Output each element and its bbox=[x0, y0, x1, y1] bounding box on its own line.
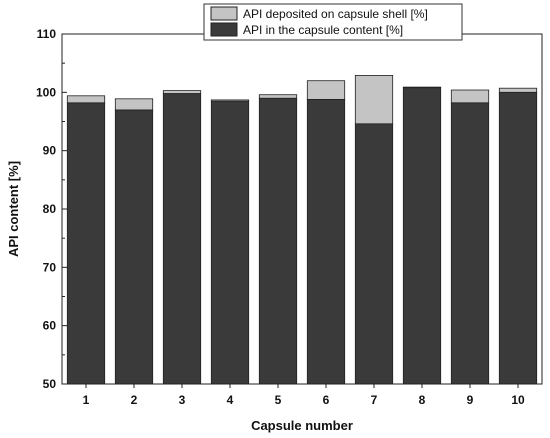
bar-capsule-8-shell bbox=[402, 86, 442, 89]
bar-capsule-9-shell bbox=[450, 89, 490, 104]
y-tick-label: 90 bbox=[43, 144, 57, 158]
y-tick-label: 80 bbox=[43, 202, 57, 216]
bars-layer bbox=[66, 75, 538, 385]
x-tick-label: 3 bbox=[179, 393, 186, 407]
bar-capsule-2-content bbox=[114, 109, 154, 385]
bar-capsule-6-shell bbox=[306, 80, 346, 100]
bar-capsule-4-content bbox=[210, 100, 250, 385]
bar-capsule-7-shell bbox=[354, 75, 394, 125]
y-tick-label: 70 bbox=[43, 260, 57, 274]
bar-capsule-6-content bbox=[306, 98, 346, 385]
y-tick-label: 100 bbox=[36, 85, 56, 99]
bar-capsule-2-shell bbox=[114, 98, 154, 111]
bar-capsule-3-shell bbox=[162, 90, 202, 94]
y-axis-title: API content [%] bbox=[6, 161, 21, 257]
bar-capsule-10-shell bbox=[498, 87, 538, 93]
x-tick-label: 5 bbox=[275, 393, 282, 407]
y-tick-label: 60 bbox=[43, 319, 57, 333]
x-tick-label: 4 bbox=[227, 393, 234, 407]
legend-swatch-content bbox=[210, 22, 238, 37]
legend-label-shell: API deposited on capsule shell [%] bbox=[243, 7, 428, 21]
x-tick-label: 6 bbox=[323, 393, 330, 407]
bar-capsule-4-shell bbox=[210, 99, 250, 102]
x-tick-label: 8 bbox=[419, 393, 426, 407]
x-tick-label: 1 bbox=[83, 393, 90, 407]
bar-capsule-8-content bbox=[402, 87, 442, 385]
x-axis: 1 2 3 4 5 6 7 8 9 10 bbox=[83, 384, 525, 407]
bar-capsule-9-content bbox=[450, 102, 490, 385]
bar-capsule-7-content bbox=[354, 123, 394, 385]
x-tick-label: 2 bbox=[131, 393, 138, 407]
bar-capsule-5-shell bbox=[258, 94, 298, 99]
x-tick-label: 10 bbox=[511, 393, 525, 407]
legend-swatch-shell bbox=[210, 6, 238, 21]
x-axis-title: Capsule number bbox=[251, 418, 353, 433]
y-tick-label: 110 bbox=[37, 27, 57, 41]
bar-capsule-1-shell bbox=[66, 95, 106, 104]
y-axis: 50 60 70 80 90 100 110 bbox=[36, 27, 67, 391]
x-tick-label: 9 bbox=[467, 393, 474, 407]
bar-capsule-3-content bbox=[162, 93, 202, 385]
legend: API deposited on capsule shell [%] API i… bbox=[203, 3, 463, 41]
legend-label-content: API in the capsule content [%] bbox=[243, 23, 403, 37]
y-tick-label: 50 bbox=[43, 377, 57, 391]
legend-box bbox=[203, 3, 463, 41]
bar-capsule-1-content bbox=[66, 102, 106, 385]
x-tick-label: 7 bbox=[371, 393, 378, 407]
bar-capsule-5-content bbox=[258, 97, 298, 385]
bar-capsule-10-content bbox=[498, 91, 538, 385]
